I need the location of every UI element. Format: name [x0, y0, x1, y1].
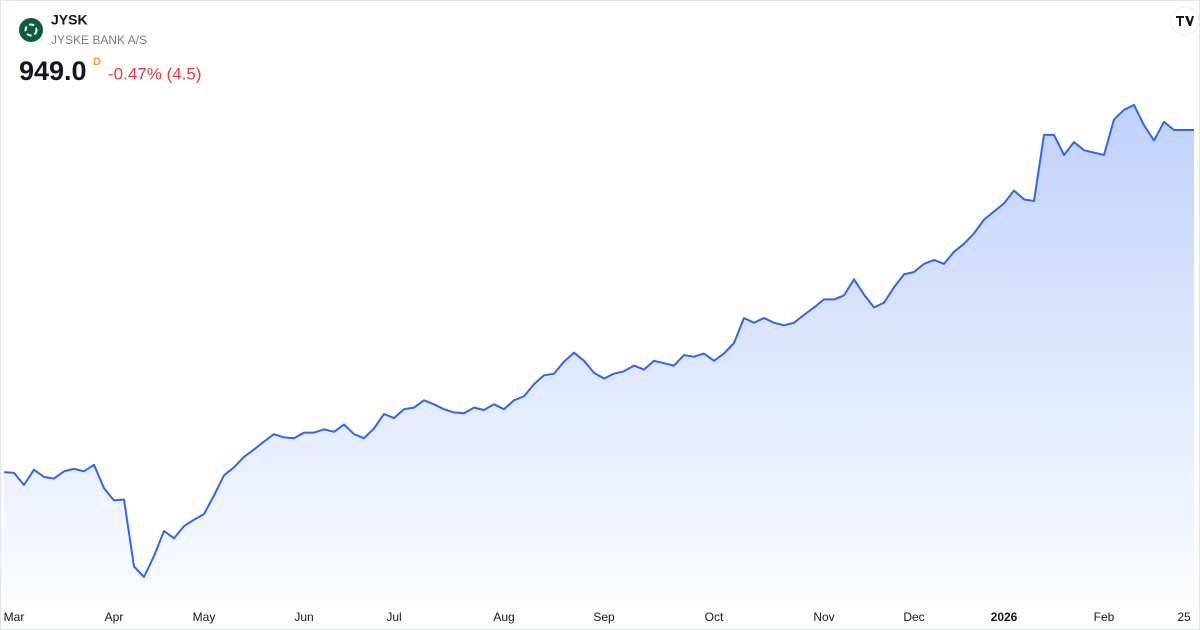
logo-mark [24, 23, 38, 37]
interval: D [93, 56, 101, 68]
x-tick-label: Jun [294, 610, 313, 624]
symbol: JYSK [51, 12, 88, 28]
x-tick-label: Apr [105, 610, 124, 624]
price-line [3, 104, 1194, 578]
logo [19, 18, 43, 42]
last-price: 949.0 [19, 56, 87, 86]
tradingview-icon [1176, 16, 1194, 26]
plot-area: Mar Apr May Jun Jul Aug Sep Oct Nov Dec 2026 Feb 25 [3, 104, 1194, 624]
x-tick-label: 25 [1177, 610, 1191, 624]
company-name: JYSKE BANK A/S [51, 33, 147, 47]
price-change: -0.47% (4.5) [108, 64, 202, 83]
area-fill [4, 105, 1194, 606]
tradingview-logo[interactable] [1170, 6, 1200, 36]
x-tick-label: Dec [903, 610, 924, 624]
x-tick-label: Sep [593, 610, 615, 624]
x-tick-label: 2026 [991, 610, 1018, 624]
x-tick-label: Mar [4, 610, 25, 624]
x-tick-label: Nov [813, 610, 834, 624]
x-tick-label: Oct [705, 610, 724, 624]
x-tick-label: May [193, 610, 216, 624]
x-tick-label: Feb [1094, 610, 1115, 624]
x-tick-label: Jul [386, 610, 401, 624]
x-tick-label: Aug [493, 610, 514, 624]
